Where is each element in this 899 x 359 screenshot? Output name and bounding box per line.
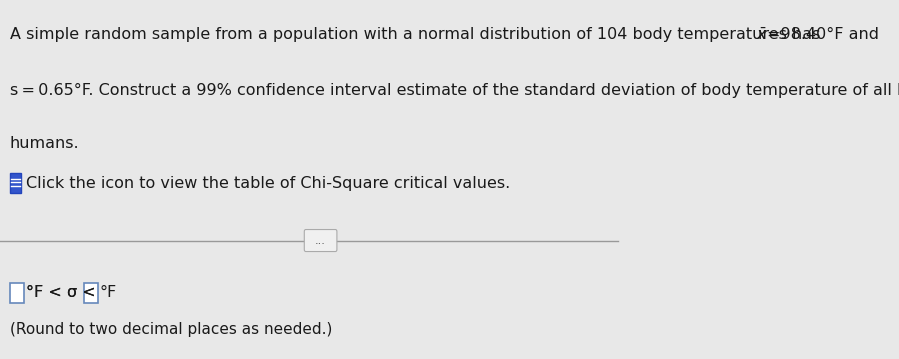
FancyBboxPatch shape bbox=[304, 229, 337, 252]
Text: $\bar{x}$: $\bar{x}$ bbox=[756, 27, 768, 43]
Bar bbox=[10, 283, 24, 303]
Text: °F < σ <: °F < σ < bbox=[25, 285, 95, 300]
Text: A simple random sample from a population with a normal distribution of 104 body : A simple random sample from a population… bbox=[10, 27, 825, 42]
Bar bbox=[10, 173, 22, 193]
Text: °F: °F bbox=[99, 285, 117, 300]
Text: °F < σ <: °F < σ < bbox=[25, 285, 95, 300]
Text: ...: ... bbox=[316, 236, 326, 246]
Text: =98.40°F and: =98.40°F and bbox=[767, 27, 879, 42]
Text: s = 0.65°F. Construct a 99% confidence interval estimate of the standard deviati: s = 0.65°F. Construct a 99% confidence i… bbox=[10, 83, 899, 98]
Text: humans.: humans. bbox=[10, 136, 79, 151]
Text: (Round to two decimal places as needed.): (Round to two decimal places as needed.) bbox=[10, 322, 333, 337]
Text: Click the icon to view the table of Chi-Square critical values.: Click the icon to view the table of Chi-… bbox=[25, 176, 510, 191]
Bar bbox=[84, 283, 98, 303]
